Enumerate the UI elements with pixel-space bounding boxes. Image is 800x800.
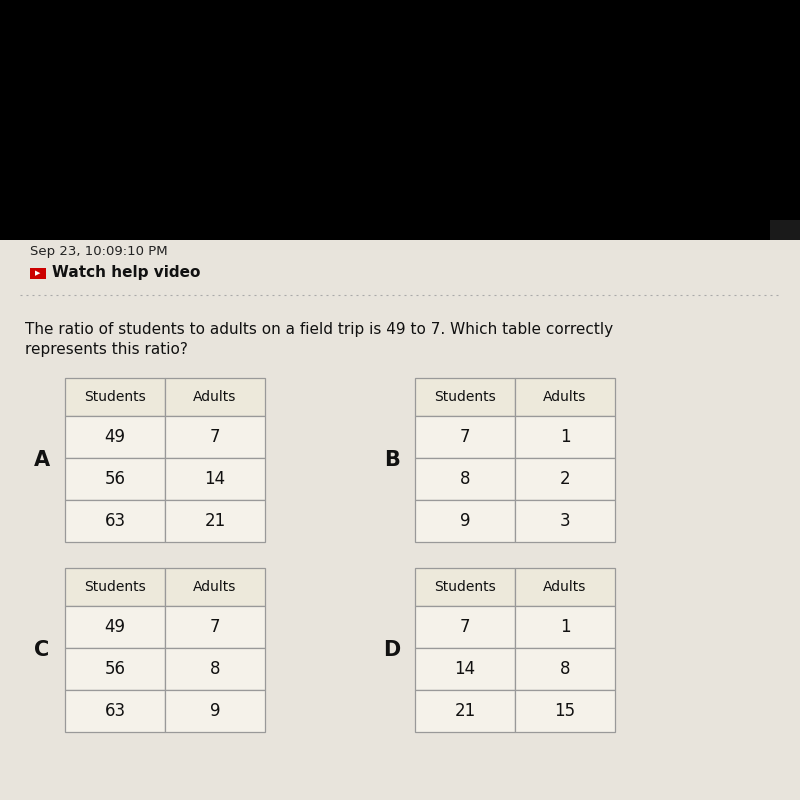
Text: 49: 49 xyxy=(105,428,126,446)
Text: Adults: Adults xyxy=(194,580,237,594)
Bar xyxy=(415,458,515,500)
Text: B: B xyxy=(384,450,400,470)
Bar xyxy=(65,500,165,542)
Bar xyxy=(65,648,165,690)
Text: Sep 23, 10:09:10 PM: Sep 23, 10:09:10 PM xyxy=(30,246,168,258)
Bar xyxy=(165,416,265,458)
Text: 21: 21 xyxy=(204,512,226,530)
Bar xyxy=(0,0,800,240)
Bar xyxy=(415,378,515,416)
Text: 7: 7 xyxy=(460,618,470,636)
Bar xyxy=(515,690,615,732)
Bar xyxy=(415,690,515,732)
Text: The ratio of students to adults on a field trip is 49 to 7. Which table correctl: The ratio of students to adults on a fie… xyxy=(25,322,613,337)
Bar xyxy=(165,378,265,416)
Bar xyxy=(770,220,800,240)
Text: 7: 7 xyxy=(210,618,220,636)
Bar xyxy=(165,500,265,542)
Text: 1: 1 xyxy=(560,618,570,636)
Text: 7: 7 xyxy=(460,428,470,446)
Bar xyxy=(65,690,165,732)
Text: 15: 15 xyxy=(554,702,575,720)
Text: Students: Students xyxy=(84,390,146,404)
Text: 9: 9 xyxy=(460,512,470,530)
Text: ▶: ▶ xyxy=(35,270,41,276)
Text: 14: 14 xyxy=(454,660,475,678)
Bar xyxy=(415,606,515,648)
Text: 21: 21 xyxy=(454,702,476,720)
Bar xyxy=(415,500,515,542)
Bar xyxy=(415,568,515,606)
Text: D: D xyxy=(383,640,401,660)
Text: C: C xyxy=(34,640,50,660)
Text: Adults: Adults xyxy=(543,580,586,594)
Text: Watch help video: Watch help video xyxy=(52,266,200,281)
Text: Adults: Adults xyxy=(194,390,237,404)
Bar xyxy=(65,606,165,648)
Text: 63: 63 xyxy=(105,702,126,720)
Bar xyxy=(515,416,615,458)
Bar xyxy=(30,268,46,279)
Text: 8: 8 xyxy=(210,660,220,678)
Text: 3: 3 xyxy=(560,512,570,530)
Text: 1: 1 xyxy=(560,428,570,446)
Bar xyxy=(515,568,615,606)
Text: represents this ratio?: represents this ratio? xyxy=(25,342,188,357)
Bar xyxy=(515,606,615,648)
Bar xyxy=(165,606,265,648)
Text: A: A xyxy=(34,450,50,470)
Text: 7: 7 xyxy=(210,428,220,446)
Bar xyxy=(415,416,515,458)
Bar xyxy=(165,568,265,606)
Bar xyxy=(415,648,515,690)
Text: Adults: Adults xyxy=(543,390,586,404)
Text: 49: 49 xyxy=(105,618,126,636)
Text: Students: Students xyxy=(434,390,496,404)
Bar xyxy=(515,458,615,500)
Bar xyxy=(65,568,165,606)
Text: 14: 14 xyxy=(205,470,226,488)
Text: 2: 2 xyxy=(560,470,570,488)
Bar xyxy=(65,378,165,416)
Text: 63: 63 xyxy=(105,512,126,530)
Text: 56: 56 xyxy=(105,660,126,678)
Text: Students: Students xyxy=(434,580,496,594)
Bar xyxy=(165,458,265,500)
Text: 9: 9 xyxy=(210,702,220,720)
Bar xyxy=(165,690,265,732)
Text: 8: 8 xyxy=(560,660,570,678)
Text: Students: Students xyxy=(84,580,146,594)
Bar xyxy=(515,378,615,416)
Bar xyxy=(165,648,265,690)
Text: 8: 8 xyxy=(460,470,470,488)
Bar xyxy=(515,500,615,542)
Bar xyxy=(65,458,165,500)
Bar xyxy=(65,416,165,458)
Text: 56: 56 xyxy=(105,470,126,488)
Bar xyxy=(515,648,615,690)
